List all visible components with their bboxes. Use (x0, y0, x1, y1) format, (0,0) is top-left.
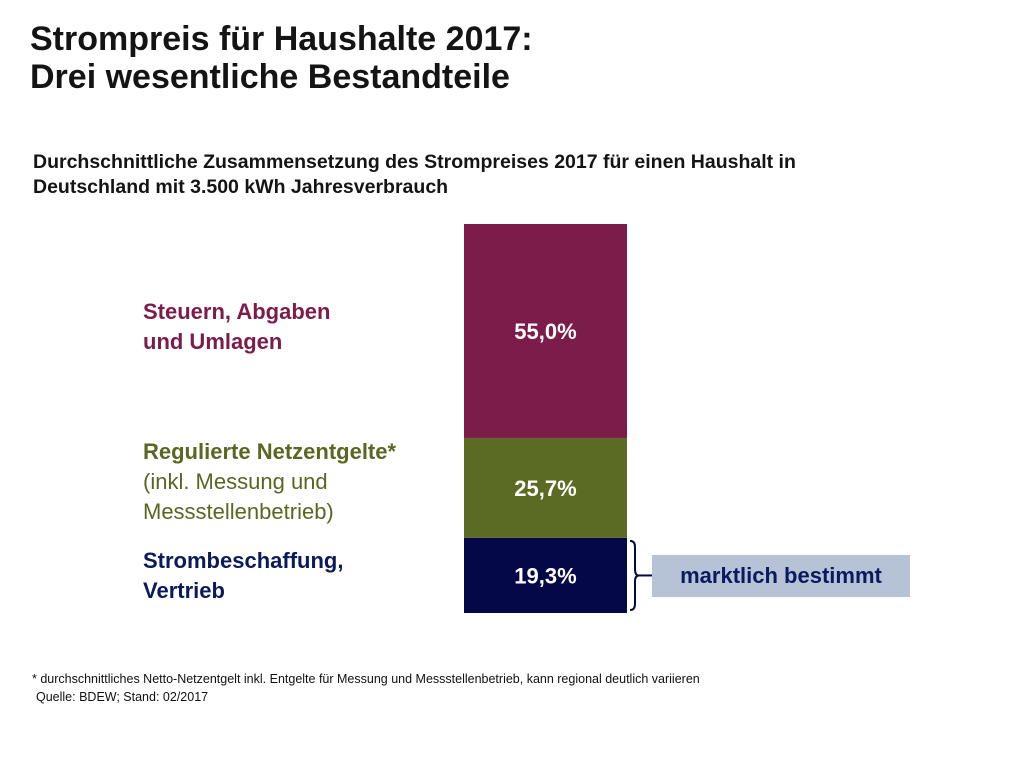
footnote-line-1: * durchschnittliches Netto-Netzentgelt i… (32, 672, 700, 686)
label-grid-fees: Regulierte Netzentgelte* (inkl. Messung … (143, 437, 396, 527)
footnote: * durchschnittliches Netto-Netzentgelt i… (32, 670, 700, 706)
data-label-strombeschaffung-vertrieb: 19,3% (514, 563, 576, 588)
data-label-regulierte-netzentgelte: 25,7% (514, 476, 576, 501)
label-grid-line-3: Messstellenbetrieb) (143, 499, 334, 524)
label-supply-line-1: Strombeschaffung, (143, 548, 344, 573)
source-line: Quelle: BDEW; Stand: 02/2017 (36, 690, 209, 704)
page-title: Strompreis für Haushalte 2017: Drei wese… (30, 20, 533, 96)
chart-subtitle: Durchschnittliche Zusammensetzung des St… (33, 150, 796, 200)
label-supply-line-2: Vertrieb (143, 578, 225, 603)
bracket (629, 539, 640, 611)
subtitle-line-1: Durchschnittliche Zusammensetzung des St… (33, 151, 796, 173)
label-grid-line-2: (inkl. Messung und (143, 469, 328, 494)
bar-segment-steuern-abgaben-und-umlagen (464, 224, 627, 438)
title-line-1: Strompreis für Haushalte 2017: (30, 20, 533, 58)
data-label-steuern-abgaben-und-umlagen: 55,0% (514, 319, 576, 344)
subtitle-line-2: Deutschland mit 3.500 kWh Jahresverbrauc… (33, 176, 449, 198)
title-line-2: Drei wesentliche Bestandteile (30, 58, 510, 96)
label-taxes-line-2: und Umlagen (143, 329, 283, 354)
label-taxes: Steuern, Abgaben und Umlagen (143, 297, 330, 357)
label-grid-line-1: Regulierte Netzentgelte* (143, 439, 397, 464)
bar-segment-regulierte-netzentgelte (464, 437, 627, 538)
label-taxes-line-1: Steuern, Abgaben (143, 299, 331, 324)
bar-segment-strombeschaffung-vertrieb (464, 537, 627, 613)
label-supply: Strombeschaffung, Vertrieb (143, 546, 343, 606)
market-determined-badge: marktlich bestimmt (652, 555, 910, 597)
